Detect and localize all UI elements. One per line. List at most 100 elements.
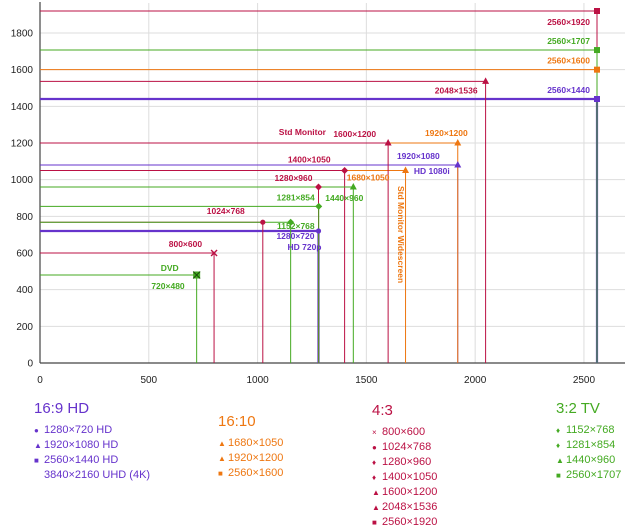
std-monitor-annotation: Std Monitor bbox=[279, 127, 327, 137]
legend-symbol: ■ bbox=[218, 469, 223, 478]
data-marker bbox=[384, 139, 392, 146]
legend-symbol: ● bbox=[34, 426, 39, 435]
axes: 0 500 1000 1500 2000 2500 0 200 400 600 800 1000 120… bbox=[11, 2, 625, 386]
legend-title: 4:3 bbox=[372, 402, 393, 419]
resolution-label: 1280×720 bbox=[276, 231, 314, 241]
legend-item: ▲ 1920×1200 bbox=[218, 451, 283, 466]
legend-item: ♦ 1400×1050 bbox=[372, 470, 437, 485]
resolution-outline bbox=[40, 221, 292, 363]
x-tick-label: 500 bbox=[140, 375, 157, 386]
legend-item: ♦ 1280×960 bbox=[372, 455, 437, 470]
legend-item: ▲ 1680×1050 bbox=[218, 436, 283, 451]
legend-text: 1440×960 bbox=[566, 454, 616, 466]
data-marker bbox=[594, 8, 600, 14]
legend-item: ● 1024×768 bbox=[372, 440, 437, 455]
legend-item: ■ 2560×1440 HD bbox=[34, 453, 150, 468]
std-monitor-widescreen-annotation: Std Monitor Widescreen bbox=[396, 186, 406, 283]
legend-symbol: ♦ bbox=[556, 441, 561, 450]
data-marker bbox=[454, 161, 462, 168]
resolution-outline bbox=[40, 221, 264, 363]
legend-item: ■ 2560×1920 bbox=[372, 515, 437, 530]
legend-symbol: ■ bbox=[372, 518, 377, 527]
data-marker bbox=[192, 271, 201, 279]
y-tick-label: 200 bbox=[16, 322, 33, 333]
legend-symbol: × bbox=[372, 428, 377, 437]
resolution-label: 2560×1707 bbox=[547, 36, 590, 46]
legend-item: ■ 2560×1707 bbox=[556, 468, 621, 483]
data-marker bbox=[349, 183, 357, 190]
legend-group-4-3: 4:3 × 800×600 ● 1024×768 ♦ 1280×960 ♦ 1400×1050… bbox=[372, 402, 437, 530]
legend-text: 2560×1920 bbox=[382, 516, 438, 528]
grid bbox=[39, 3, 625, 364]
data-marker bbox=[402, 166, 410, 173]
y-tick-label: 1000 bbox=[11, 175, 34, 186]
legend-text: 800×600 bbox=[382, 426, 426, 438]
resolution-chart: 0 500 1000 1500 2000 2500 0 200 400 600 800 1000 120… bbox=[11, 2, 625, 386]
resolution-outline bbox=[40, 164, 459, 363]
legend-group-3-2: 3:2 TV ♦ 1152×768 ♦ 1281×854 ▲ 1440×960 ■ 2560×… bbox=[556, 400, 621, 483]
x-tick-label: 0 bbox=[37, 375, 43, 386]
data-marker bbox=[287, 218, 295, 226]
resolution-extra-label: HD 720p bbox=[287, 242, 321, 252]
legend-title: 16:9 HD bbox=[34, 400, 90, 417]
resolution-outline bbox=[40, 229, 320, 363]
data-marker bbox=[315, 202, 323, 210]
data-marker bbox=[210, 249, 218, 257]
resolution-label: 1440×960 bbox=[325, 193, 363, 203]
legend-symbol: ▲ bbox=[218, 439, 226, 448]
legend-item: 3840×2160 UHD (4K) bbox=[34, 468, 150, 482]
legend-text: 1920×1080 HD bbox=[44, 439, 119, 451]
legend-text: 2048×1536 bbox=[382, 501, 438, 513]
legend-symbol: ▲ bbox=[556, 456, 564, 465]
legend-symbol: ▲ bbox=[218, 454, 226, 463]
resolution-extra-label: HD 1080i bbox=[414, 166, 450, 176]
data-marker bbox=[315, 228, 322, 234]
legend-symbol: ▲ bbox=[34, 441, 42, 450]
legend-item: ♦ 1152×768 bbox=[556, 423, 621, 438]
legend-symbol: ▲ bbox=[372, 503, 380, 512]
legend-item: ▲ 2048×1536 bbox=[372, 500, 437, 515]
resolution-label: 1024×768 bbox=[207, 206, 245, 216]
y-tick-label: 1800 bbox=[11, 29, 34, 40]
y-tick-label: 1600 bbox=[11, 65, 34, 76]
y-tick-label: 600 bbox=[16, 249, 33, 260]
y-tick-label: 1400 bbox=[11, 102, 34, 113]
y-tick-label: 400 bbox=[16, 285, 33, 296]
data-marker bbox=[594, 47, 600, 54]
resolution-label: 2560×1920 bbox=[547, 17, 590, 27]
resolution-label: 2048×1536 bbox=[435, 85, 478, 95]
y-tick-label: 0 bbox=[27, 359, 33, 370]
legend-text: 1152×768 bbox=[566, 424, 615, 436]
legend-item: ● 1280×720 HD bbox=[34, 423, 150, 438]
x-tick-label: 1000 bbox=[246, 375, 269, 386]
legend-symbol: ♦ bbox=[372, 473, 377, 482]
resolution-label: 1920×1200 bbox=[425, 128, 468, 138]
x-tick-label: 1500 bbox=[355, 375, 378, 386]
resolution-label: 2560×1600 bbox=[547, 56, 590, 66]
resolution-outline bbox=[40, 252, 215, 363]
legend-group-16-10: 16:10 ▲ 1680×1050 ▲ 1920×1200 ■ 2560×1600 bbox=[218, 413, 283, 481]
legend-text: 1600×1200 bbox=[382, 486, 438, 498]
legend-title: 16:10 bbox=[218, 413, 256, 430]
resolution-label: 2560×1440 bbox=[547, 85, 590, 95]
legend-title: 3:2 TV bbox=[556, 400, 600, 417]
resolution-label: 1281×854 bbox=[277, 192, 315, 202]
legend-symbol: ♦ bbox=[556, 426, 561, 435]
legend-item: ▲ 1920×1080 HD bbox=[34, 438, 150, 453]
x-tick-label: 2500 bbox=[573, 375, 596, 386]
y-tick-label: 1200 bbox=[11, 139, 34, 150]
legend-symbol: ■ bbox=[556, 471, 561, 480]
legend-text: 1024×768 bbox=[382, 441, 432, 453]
data-marker bbox=[594, 66, 600, 73]
legend-text: 1281×854 bbox=[566, 439, 616, 451]
legend-item: ♦ 1281×854 bbox=[556, 438, 621, 453]
resolution-label: 1600×1200 bbox=[333, 129, 376, 139]
legend-group-16-9: 16:9 HD ● 1280×720 HD ▲ 1920×1080 HD ■ 2560×1… bbox=[34, 400, 150, 482]
data-marker bbox=[260, 219, 266, 225]
legend-text: 2560×1440 HD bbox=[44, 454, 119, 466]
resolution-label: 720×480 bbox=[151, 281, 185, 291]
legend-text: 2560×1707 bbox=[566, 469, 622, 481]
resolution-label: 1680×1050 bbox=[347, 173, 390, 183]
y-tick-label: 800 bbox=[16, 212, 33, 223]
